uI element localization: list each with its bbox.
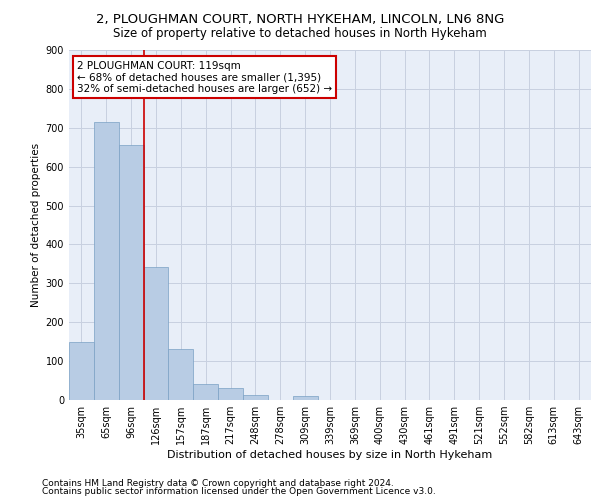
Bar <box>69 342 94 400</box>
Bar <box>94 122 119 400</box>
Text: Contains public sector information licensed under the Open Government Licence v3: Contains public sector information licen… <box>42 487 436 496</box>
Bar <box>169 350 193 400</box>
X-axis label: Distribution of detached houses by size in North Hykeham: Distribution of detached houses by size … <box>167 450 493 460</box>
Text: Contains HM Land Registry data © Crown copyright and database right 2024.: Contains HM Land Registry data © Crown c… <box>42 478 394 488</box>
Bar <box>218 388 243 400</box>
Text: Size of property relative to detached houses in North Hykeham: Size of property relative to detached ho… <box>113 28 487 40</box>
Bar <box>243 396 268 400</box>
Bar <box>193 384 218 400</box>
Y-axis label: Number of detached properties: Number of detached properties <box>31 143 41 307</box>
Bar <box>293 396 317 400</box>
Text: 2, PLOUGHMAN COURT, NORTH HYKEHAM, LINCOLN, LN6 8NG: 2, PLOUGHMAN COURT, NORTH HYKEHAM, LINCO… <box>96 12 504 26</box>
Bar <box>119 146 143 400</box>
Text: 2 PLOUGHMAN COURT: 119sqm
← 68% of detached houses are smaller (1,395)
32% of se: 2 PLOUGHMAN COURT: 119sqm ← 68% of detac… <box>77 60 332 94</box>
Bar <box>143 266 169 400</box>
